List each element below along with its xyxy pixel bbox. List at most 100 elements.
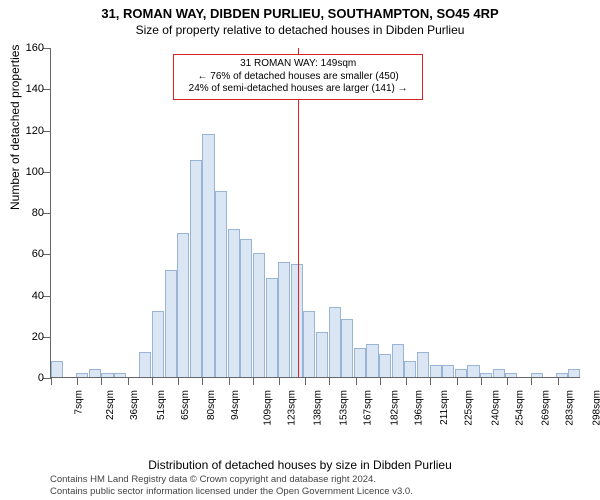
annotation-line: 24% of semi-detached houses are larger (… xyxy=(180,83,416,96)
histogram-bar xyxy=(240,239,252,377)
y-tick xyxy=(43,378,51,379)
x-tick-label: 153sqm xyxy=(339,390,350,426)
x-tick xyxy=(329,377,330,385)
histogram-bar xyxy=(165,270,177,377)
x-tick-label: 167sqm xyxy=(363,390,374,426)
histogram-bar xyxy=(190,160,202,377)
annotation-line: 31 ROMAN WAY: 149sqm xyxy=(180,58,416,71)
plot-area: 0204060801001201401607sqm22sqm36sqm51sqm… xyxy=(50,48,580,378)
x-tick-label: 109sqm xyxy=(262,390,273,426)
y-tick xyxy=(43,172,51,173)
x-tick-label: 211sqm xyxy=(439,390,450,425)
x-tick xyxy=(229,377,230,385)
histogram-bar xyxy=(114,373,126,377)
x-tick xyxy=(77,377,78,385)
x-tick xyxy=(531,377,532,385)
x-tick xyxy=(430,377,431,385)
histogram-bar xyxy=(152,311,164,377)
x-tick xyxy=(558,377,559,385)
x-tick-label: 269sqm xyxy=(541,390,552,426)
histogram-bar xyxy=(303,311,315,377)
x-tick xyxy=(128,377,129,385)
histogram-bar xyxy=(467,365,479,377)
histogram-bar xyxy=(354,348,366,377)
x-tick xyxy=(380,377,381,385)
x-tick-label: 51sqm xyxy=(156,390,167,420)
x-tick xyxy=(279,377,280,385)
x-tick xyxy=(356,377,357,385)
histogram-bar xyxy=(202,134,214,377)
x-tick-label: 298sqm xyxy=(591,390,600,426)
x-axis-label: Distribution of detached houses by size … xyxy=(0,458,600,472)
footer-line-2: Contains public sector information licen… xyxy=(50,486,413,498)
y-tick-label: 120 xyxy=(14,125,44,137)
y-tick-label: 80 xyxy=(14,207,44,219)
histogram-bar xyxy=(177,233,189,377)
x-tick-label: 7sqm xyxy=(73,390,84,414)
histogram-bar xyxy=(253,253,265,377)
y-tick xyxy=(43,131,51,132)
histogram-bar xyxy=(430,365,442,377)
y-tick-label: 20 xyxy=(14,331,44,343)
y-tick xyxy=(43,89,51,90)
x-tick-label: 138sqm xyxy=(313,390,324,426)
x-tick-label: 123sqm xyxy=(286,390,297,426)
histogram-bar xyxy=(455,369,467,377)
x-tick xyxy=(253,377,254,385)
sub-title: Size of property relative to detached ho… xyxy=(0,21,600,43)
y-tick-label: 0 xyxy=(14,372,44,384)
x-tick xyxy=(101,377,102,385)
histogram-bar xyxy=(278,262,290,378)
histogram-bar xyxy=(417,352,429,377)
x-tick xyxy=(178,377,179,385)
histogram-bar xyxy=(101,373,113,377)
x-tick xyxy=(202,377,203,385)
main-title: 31, ROMAN WAY, DIBDEN PURLIEU, SOUTHAMPT… xyxy=(0,0,600,21)
histogram-bar xyxy=(228,229,240,378)
x-tick-label: 196sqm xyxy=(414,390,425,426)
histogram-bar xyxy=(366,344,378,377)
histogram-bar xyxy=(316,332,328,377)
x-tick xyxy=(51,377,52,385)
y-tick-label: 100 xyxy=(14,166,44,178)
y-tick-label: 140 xyxy=(14,83,44,95)
x-tick xyxy=(152,377,153,385)
y-tick xyxy=(43,213,51,214)
footer-text: Contains HM Land Registry data © Crown c… xyxy=(50,474,413,498)
x-tick-label: 225sqm xyxy=(464,390,475,426)
x-tick-label: 80sqm xyxy=(206,390,217,420)
histogram-bar xyxy=(442,365,454,377)
chart-container: 31, ROMAN WAY, DIBDEN PURLIEU, SOUTHAMPT… xyxy=(0,0,600,500)
histogram-bar xyxy=(493,369,505,377)
x-tick xyxy=(406,377,407,385)
y-tick xyxy=(43,337,51,338)
x-tick xyxy=(305,377,306,385)
histogram-bar xyxy=(329,307,341,377)
histogram-bar xyxy=(392,344,404,377)
histogram-bar xyxy=(89,369,101,377)
x-tick-label: 94sqm xyxy=(230,390,241,420)
histogram-bar xyxy=(291,264,303,377)
x-tick xyxy=(457,377,458,385)
x-tick-label: 182sqm xyxy=(389,390,400,426)
y-tick-label: 60 xyxy=(14,248,44,260)
x-tick-label: 283sqm xyxy=(565,390,576,426)
histogram-bar xyxy=(51,361,63,378)
histogram-bar xyxy=(341,319,353,377)
x-tick-label: 240sqm xyxy=(490,390,501,426)
x-tick xyxy=(481,377,482,385)
histogram-bar xyxy=(215,191,227,377)
x-tick-label: 22sqm xyxy=(105,390,116,420)
x-tick xyxy=(507,377,508,385)
histogram-bar xyxy=(266,278,278,377)
footer-line-1: Contains HM Land Registry data © Crown c… xyxy=(50,474,413,486)
y-tick xyxy=(43,48,51,49)
histogram-bar xyxy=(404,361,416,378)
annotation-box: 31 ROMAN WAY: 149sqm← 76% of detached ho… xyxy=(173,54,423,100)
y-tick-label: 160 xyxy=(14,42,44,54)
y-tick-label: 40 xyxy=(14,290,44,302)
histogram-bar xyxy=(139,352,151,377)
chart-area: 0204060801001201401607sqm22sqm36sqm51sqm… xyxy=(50,48,580,418)
annotation-line: ← 76% of detached houses are smaller (45… xyxy=(180,71,416,84)
histogram-bar xyxy=(379,354,391,377)
